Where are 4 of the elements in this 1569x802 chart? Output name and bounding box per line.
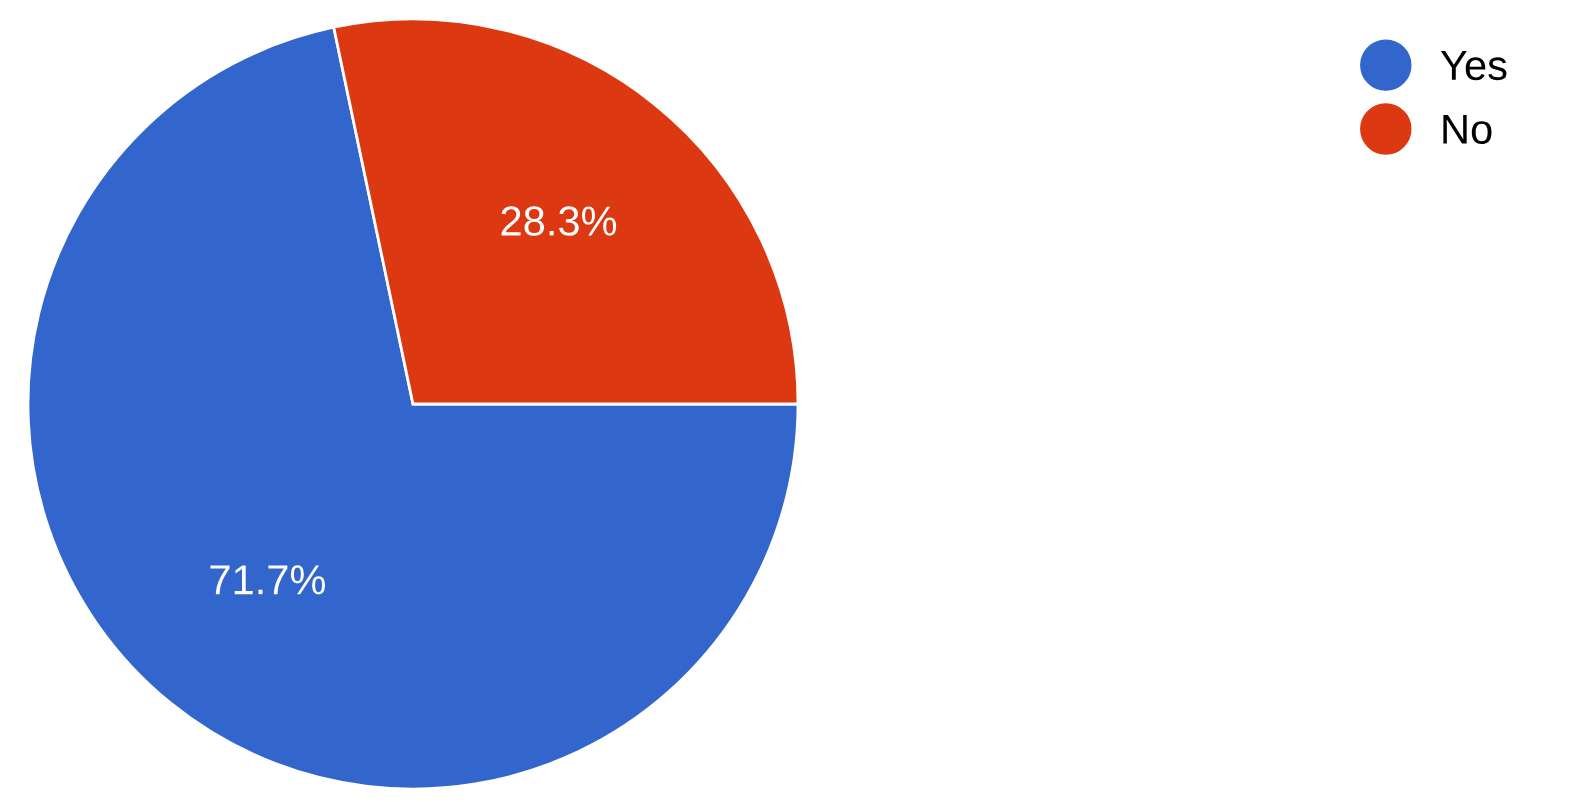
legend-label: No: [1443, 114, 1492, 144]
data-label: 71.7%: [210, 565, 326, 595]
legend-label: Yes: [1440, 51, 1507, 81]
data-label: 28.3%: [501, 206, 617, 236]
